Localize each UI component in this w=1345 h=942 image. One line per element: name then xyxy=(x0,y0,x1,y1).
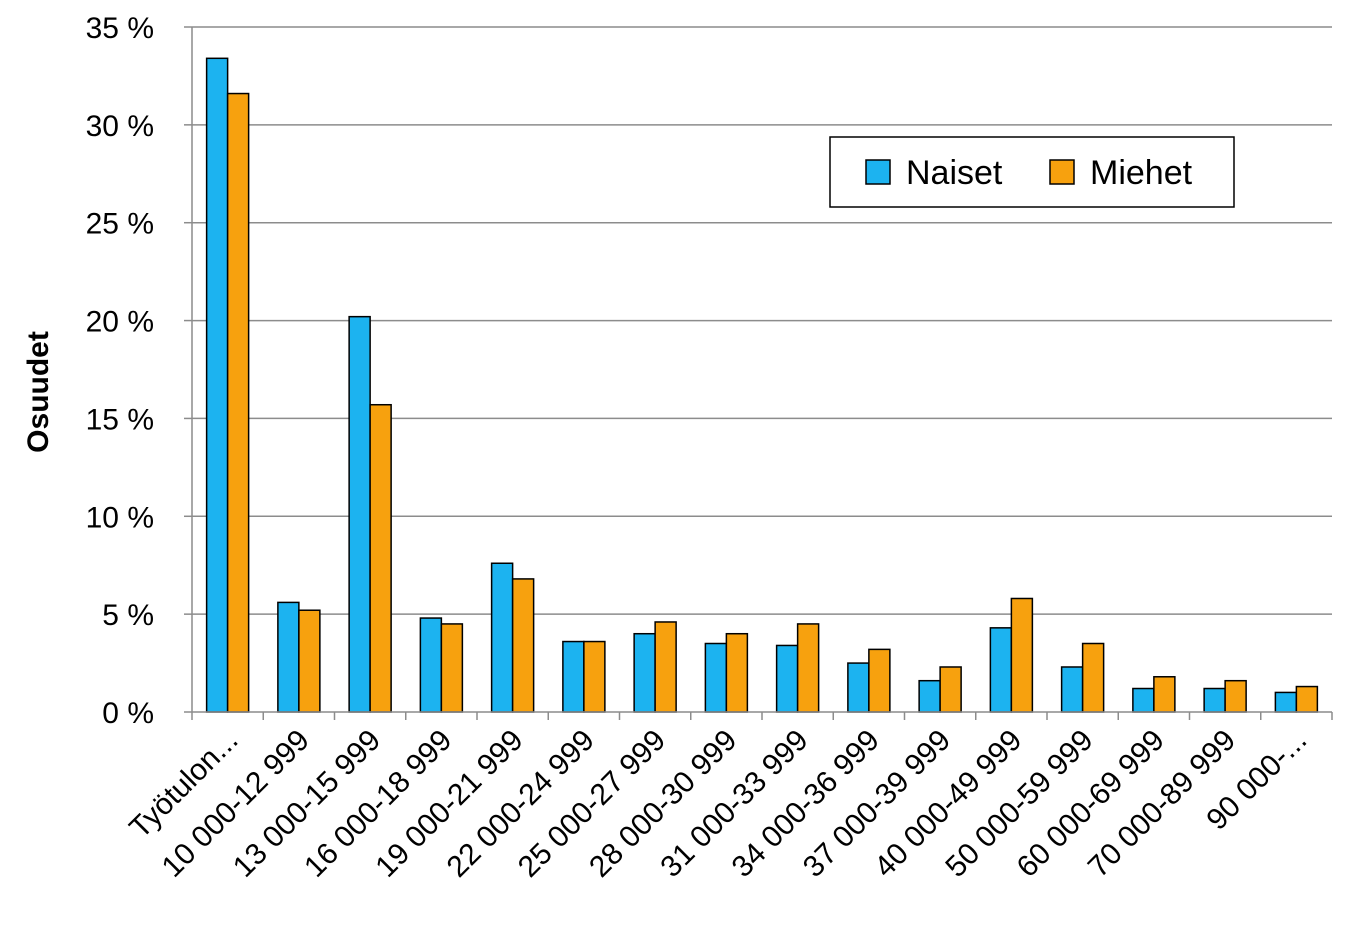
axes xyxy=(191,27,1333,720)
bar-miehet-3 xyxy=(440,623,464,713)
y-tick-label: 0 % xyxy=(102,697,154,730)
y-axis-tick-labels: 0 % 5 % 10 % 15 % 20 % 25 % 30 % 35 % xyxy=(86,12,192,730)
bar-naiset-12 xyxy=(1060,666,1084,713)
legend-swatch-miehet xyxy=(1049,159,1075,185)
bar-naiset-11 xyxy=(989,627,1013,713)
y-tick-label: 35 % xyxy=(86,12,154,45)
bar-naiset-6 xyxy=(633,632,656,713)
bar-miehet-6 xyxy=(654,621,677,713)
y-tick-label: 20 % xyxy=(86,306,154,339)
bar-miehet-4 xyxy=(511,578,535,713)
bar-miehet-13 xyxy=(1153,676,1176,713)
legend-swatch-naiset xyxy=(865,159,891,185)
y-tick-label: 5 % xyxy=(102,599,154,632)
bar-miehet-10 xyxy=(939,666,962,713)
bar-naiset-2 xyxy=(348,315,371,713)
bar-naiset-10 xyxy=(918,679,941,713)
y-tick-label: 10 % xyxy=(86,501,154,534)
y-tick-label: 25 % xyxy=(86,208,154,241)
bars xyxy=(205,57,1319,713)
bar-naiset-7 xyxy=(704,642,728,713)
bar-naiset-15 xyxy=(1274,691,1298,713)
bar-naiset-5 xyxy=(562,640,585,713)
bar-naiset-13 xyxy=(1132,687,1155,713)
legend-label-miehet: Miehet xyxy=(1090,154,1193,192)
bar-miehet-15 xyxy=(1295,685,1319,713)
bar-miehet-8 xyxy=(796,623,820,713)
bar-miehet-7 xyxy=(725,632,749,713)
bar-naiset-3 xyxy=(419,617,443,713)
y-axis-label: Osuudet xyxy=(22,331,55,453)
bar-naiset-8 xyxy=(775,644,799,713)
y-tick-label: 15 % xyxy=(86,403,154,436)
legend: Naiset Miehet xyxy=(829,136,1235,208)
bar-miehet-12 xyxy=(1081,642,1105,713)
bar-naiset-1 xyxy=(277,601,300,713)
bar-miehet-2 xyxy=(369,403,392,713)
legend-label-naiset: Naiset xyxy=(906,154,1003,192)
bar-miehet-5 xyxy=(583,640,606,713)
bar-miehet-14 xyxy=(1224,679,1247,713)
y-tick-label: 30 % xyxy=(86,110,154,143)
bar-naiset-0 xyxy=(205,57,229,713)
bar-miehet-1 xyxy=(298,609,321,713)
legend-box xyxy=(829,136,1235,208)
bar-naiset-4 xyxy=(490,562,514,713)
bar-miehet-9 xyxy=(868,648,891,713)
bar-miehet-11 xyxy=(1010,597,1034,713)
bar-naiset-14 xyxy=(1203,687,1226,713)
bar-miehet-0 xyxy=(226,92,250,713)
bar-naiset-9 xyxy=(847,662,870,713)
